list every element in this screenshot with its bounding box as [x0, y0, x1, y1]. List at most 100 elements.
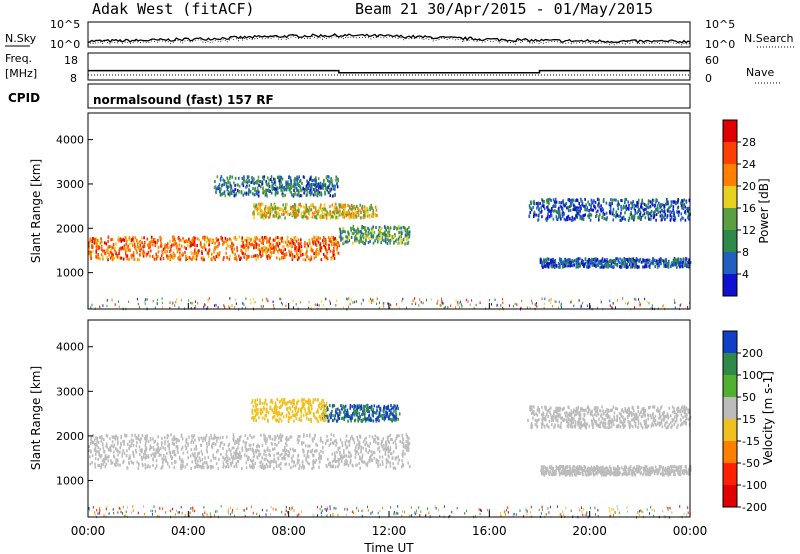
echo-cell: [594, 206, 597, 210]
echo-cell: [619, 265, 622, 269]
echo-cell: [219, 190, 221, 193]
echo-cell: [248, 455, 250, 459]
echo-cell: [350, 215, 352, 219]
echo-cell: [670, 265, 672, 269]
speckle-cell: [203, 305, 205, 309]
echo-cell: [280, 435, 283, 439]
echo-cell: [684, 260, 687, 264]
speckle-cell: [260, 305, 262, 308]
echo-cell: [319, 436, 322, 440]
echo-cell: [129, 456, 131, 460]
echo-cell: [294, 183, 296, 187]
echo-cell: [612, 210, 614, 214]
echo-cell: [288, 182, 290, 186]
echo-cell: [251, 436, 253, 440]
echo-cell: [383, 443, 385, 447]
echo-cell: [164, 440, 166, 444]
echo-cell: [208, 436, 211, 440]
echo-cell: [196, 249, 199, 253]
echo-cell: [533, 215, 535, 218]
echo-cell: [114, 250, 117, 254]
echo-cell: [613, 198, 616, 202]
echo-cell: [365, 233, 367, 237]
echo-cell: [306, 184, 308, 188]
echo-cell: [285, 252, 288, 256]
echo-cell: [177, 236, 180, 240]
echo-cell: [620, 262, 622, 266]
speckle-cell: [398, 306, 400, 310]
echo-cell: [315, 238, 318, 242]
echo-cell: [353, 404, 355, 408]
echo-cell: [341, 203, 344, 207]
echo-cell: [335, 209, 338, 212]
speckle-cell: [144, 299, 146, 303]
echo-cell: [95, 249, 97, 253]
speckle-cell: [325, 297, 327, 301]
echo-cell: [288, 213, 291, 217]
echo-cell: [149, 254, 151, 258]
echo-cell: [380, 232, 382, 236]
echo-cell: [326, 249, 329, 253]
echo-cell: [88, 445, 91, 449]
echo-cell: [309, 178, 311, 182]
echo-cell: [240, 244, 243, 248]
echo-cell: [206, 236, 208, 240]
speckle-cell: [128, 300, 130, 303]
echo-cell: [227, 190, 230, 194]
echo-cell: [325, 242, 328, 246]
echo-cell: [352, 241, 354, 245]
echo-cell: [377, 459, 380, 463]
echo-cell: [274, 192, 277, 196]
echo-cell: [380, 241, 382, 245]
echo-cell: [271, 184, 273, 188]
echo-cell: [351, 434, 353, 438]
echo-cell: [291, 459, 293, 463]
echo-cell: [579, 264, 581, 268]
echo-cell: [214, 185, 217, 189]
echo-cell: [230, 186, 233, 190]
echo-cell: [330, 177, 332, 181]
y-tick-label: 2000: [56, 222, 84, 235]
echo-cell: [269, 215, 271, 218]
echo-cell: [554, 261, 557, 265]
echo-cell: [358, 404, 361, 408]
echo-cell: [326, 414, 329, 418]
echo-cell: [547, 205, 549, 209]
echo-cell: [579, 204, 581, 208]
echo-cell: [341, 454, 343, 458]
echo-cell: [171, 461, 173, 465]
echo-cell: [290, 182, 293, 186]
echo-cell: [640, 202, 643, 206]
echo-cell: [530, 208, 533, 212]
echo-cell: [105, 242, 108, 246]
echo-cell: [305, 215, 307, 218]
echo-cell: [297, 454, 299, 458]
echo-cell: [593, 264, 596, 267]
echo-cell: [243, 255, 245, 259]
echo-cell: [584, 213, 586, 217]
echo-cell: [528, 204, 531, 208]
echo-cell: [207, 254, 210, 258]
echo-cell: [186, 450, 189, 454]
echo-cell: [645, 261, 648, 265]
echo-cell: [635, 263, 638, 267]
echo-cell: [133, 258, 136, 261]
echo-cell: [406, 237, 409, 240]
echo-cell: [122, 461, 124, 465]
echo-cell: [388, 415, 390, 419]
echo-cell: [120, 441, 122, 445]
echo-cell: [366, 208, 369, 212]
echo-cell: [620, 264, 623, 268]
echo-cell: [287, 180, 289, 184]
echo-cell: [278, 176, 280, 180]
echo-cell: [648, 264, 650, 268]
echo-cell: [301, 181, 303, 185]
echo-cell: [655, 260, 657, 264]
echo-cell: [331, 212, 334, 216]
echo-cell: [628, 216, 631, 220]
echo-cell: [175, 440, 178, 444]
echo-cell: [326, 252, 329, 256]
echo-cell: [387, 435, 390, 439]
echo-cell: [236, 249, 239, 253]
echo-cell: [227, 444, 230, 448]
